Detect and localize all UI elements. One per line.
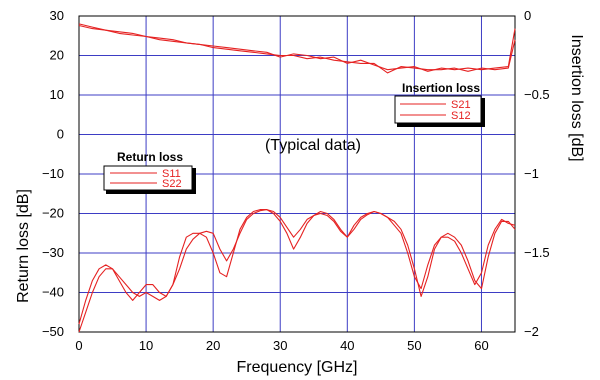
legend-label-s12: S12 [451, 110, 471, 122]
y-left-tick-label: −40 [42, 285, 64, 300]
y-left-tick-label: 0 [57, 127, 64, 142]
y-left-tick-label: 10 [50, 87, 64, 102]
series-line-s12 [78, 24, 516, 74]
y-left-tick-label: −10 [42, 166, 64, 181]
x-tick-label: 20 [206, 338, 220, 353]
legend-return-loss-box [103, 165, 193, 191]
series-line-s22 [78, 209, 516, 333]
series-line-s11 [78, 209, 516, 325]
series-group [78, 23, 516, 333]
y-left-tick-label: −20 [42, 206, 64, 221]
y-right-tick-label: −2 [524, 324, 539, 339]
annotation-typical-data: (Typical data) [265, 137, 361, 154]
plot-frame [78, 15, 516, 333]
y-axis-right-label: Insertion loss [dB] [568, 34, 585, 161]
y-left-tick-label: 20 [50, 48, 64, 63]
legend-insertion-loss: Insertion loss S21 S12 [394, 81, 485, 127]
legend-label-s21: S21 [451, 99, 471, 111]
y-right-tick-label: −1.5 [524, 245, 550, 260]
y-axis-left-label: Return loss [dB] [15, 189, 32, 303]
y-right-tick-label: −1 [524, 166, 539, 181]
x-tick-label: 30 [273, 338, 287, 353]
legend-insertion-loss-box [394, 95, 482, 124]
series-line-s21 [78, 23, 516, 72]
x-axis-label: Frequency [GHz] [237, 359, 358, 376]
x-tick-label: 0 [75, 338, 82, 353]
legend-label-s22: S22 [162, 178, 182, 190]
x-tick-label: 40 [340, 338, 354, 353]
x-tick-label: 10 [139, 338, 153, 353]
y-left-tick-label: −30 [42, 245, 64, 260]
x-tick-label: 60 [474, 338, 488, 353]
legend-label-s11: S11 [162, 168, 181, 180]
x-tick-label: 50 [407, 338, 421, 353]
y-right-tick-label: −0.5 [524, 87, 550, 102]
tick-labels: 0 10 20 30 40 50 60 30 20 10 0 −10 −20 −30 −40 −50 0 −0.5… [42, 8, 550, 353]
legend-return-loss: Return loss S11 S22 [103, 150, 196, 194]
y-right-tick-label: 0 [524, 8, 531, 23]
legend-insertion-loss-title: Insertion loss [402, 81, 480, 95]
y-left-tick-label: −50 [42, 324, 64, 339]
y-left-tick-label: 30 [50, 8, 64, 23]
legend-return-loss-title: Return loss [117, 150, 183, 164]
